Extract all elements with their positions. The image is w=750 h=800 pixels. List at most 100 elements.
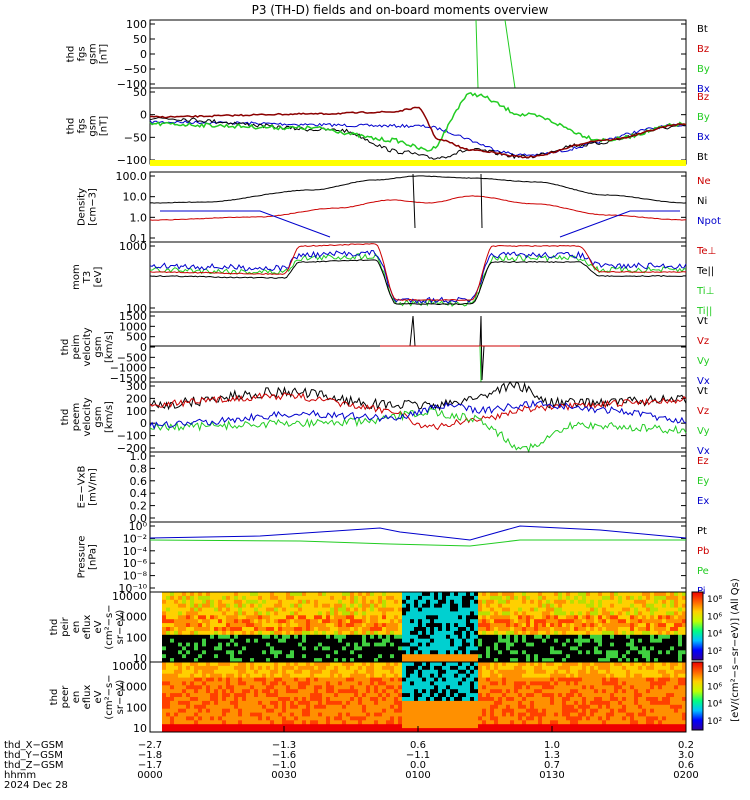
spectro-cell — [650, 693, 655, 698]
spectro-cell — [386, 689, 391, 694]
spectro-cell — [230, 627, 235, 632]
spectro-cell — [254, 700, 259, 706]
spectro-cell — [678, 599, 683, 605]
spectro-cell — [378, 623, 383, 628]
spectro-cell — [194, 681, 199, 686]
spectro-cell — [550, 654, 555, 659]
spectro-cell — [362, 658, 367, 663]
spectro-cell — [398, 689, 403, 694]
y-axis-label: velocity — [82, 397, 93, 436]
spectro-cell — [562, 627, 567, 632]
spectro-cell — [610, 619, 615, 624]
spectro-cell — [642, 724, 647, 729]
spectro-cell — [506, 592, 511, 597]
spectro-cell — [342, 669, 347, 675]
spectro-cell — [378, 700, 383, 706]
spectro-cell — [674, 623, 679, 628]
spectro-cell — [418, 650, 423, 655]
spectro-cell — [538, 677, 543, 682]
spectro-cell — [546, 607, 551, 612]
spectro-cell — [634, 673, 639, 679]
spectro-cell — [450, 611, 455, 616]
spectro-cell — [158, 689, 163, 694]
spectro-cell — [486, 677, 491, 682]
spectro-cell — [246, 704, 251, 710]
spectro-cell — [594, 650, 599, 655]
spectro-cell — [198, 627, 203, 632]
spectro-cell — [498, 607, 503, 612]
spectro-cell — [642, 689, 647, 694]
spectro-cell — [258, 642, 263, 647]
spectro-cell — [418, 689, 423, 694]
spectro-cell — [626, 599, 631, 605]
spectro-cell — [566, 642, 571, 647]
spectro-cell — [314, 700, 319, 706]
spectro-cell — [186, 704, 191, 710]
spectro-cell — [202, 681, 207, 686]
spectro-cell — [402, 607, 407, 612]
spectro-cell — [506, 716, 511, 721]
spectro-cell — [402, 658, 407, 663]
y-axis-label: gsm — [88, 43, 99, 64]
spectro-cell — [402, 724, 407, 729]
spectro-cell — [610, 611, 615, 616]
spectro-cell — [350, 693, 355, 698]
spectro-cell — [226, 708, 231, 714]
spectro-cell — [654, 677, 659, 682]
spectro-cell — [602, 607, 607, 612]
spectro-cell — [338, 697, 343, 702]
spectro-cell — [394, 603, 399, 609]
spectro-cell — [366, 615, 371, 620]
spectro-cell — [166, 630, 171, 636]
spectro-cell — [506, 700, 511, 706]
spectro-cell — [178, 630, 183, 636]
spectro-cell — [162, 677, 167, 682]
spectro-cell — [218, 603, 223, 609]
spectro-cell — [410, 603, 415, 609]
spectro-cell — [334, 662, 339, 667]
spectro-cell — [566, 712, 571, 717]
spectro-cell — [458, 630, 463, 636]
spectro-cell — [542, 603, 547, 609]
spectro-cell — [478, 627, 483, 632]
spectro-cell — [662, 611, 667, 616]
spectro-cell — [566, 634, 571, 640]
spectro-cell — [258, 697, 263, 702]
spectro-cell — [682, 650, 687, 655]
spectro-cell — [374, 650, 379, 655]
spectro-cell — [578, 630, 583, 636]
spectro-cell — [498, 712, 503, 717]
y-tick-label: −50 — [124, 131, 147, 144]
spectro-cell — [658, 634, 663, 640]
spectro-cell — [470, 603, 475, 609]
spectro-cell — [618, 716, 623, 721]
spectro-cell — [178, 669, 183, 675]
spectro-cell — [434, 595, 439, 601]
spectro-cell — [226, 615, 231, 620]
spectro-cell — [246, 607, 251, 612]
spectro-cell — [658, 650, 663, 655]
spectro-cell — [454, 669, 459, 675]
spectro-cell — [502, 592, 507, 597]
spectro-cell — [210, 658, 215, 663]
spectro-cell — [470, 677, 475, 682]
spectro-cell — [322, 607, 327, 612]
spectro-cell — [330, 697, 335, 702]
spectro-cell — [250, 697, 255, 702]
spectro-cell — [318, 728, 323, 733]
spectro-cell — [490, 646, 495, 651]
spectro-cell — [290, 650, 295, 655]
y-tick-label: 10000 — [112, 590, 147, 603]
spectro-cell — [678, 619, 683, 624]
spectro-cell — [314, 650, 319, 655]
spectro-cell — [626, 646, 631, 651]
spectro-cell — [298, 623, 303, 628]
spectro-cell — [614, 662, 619, 667]
spectro-cell — [506, 630, 511, 636]
spectro-cell — [438, 681, 443, 686]
spectro-cell — [302, 646, 307, 651]
spectro-cell — [154, 662, 159, 667]
spectro-cell — [226, 724, 231, 729]
spectro-cell — [438, 623, 443, 628]
spectro-cell — [646, 615, 651, 620]
